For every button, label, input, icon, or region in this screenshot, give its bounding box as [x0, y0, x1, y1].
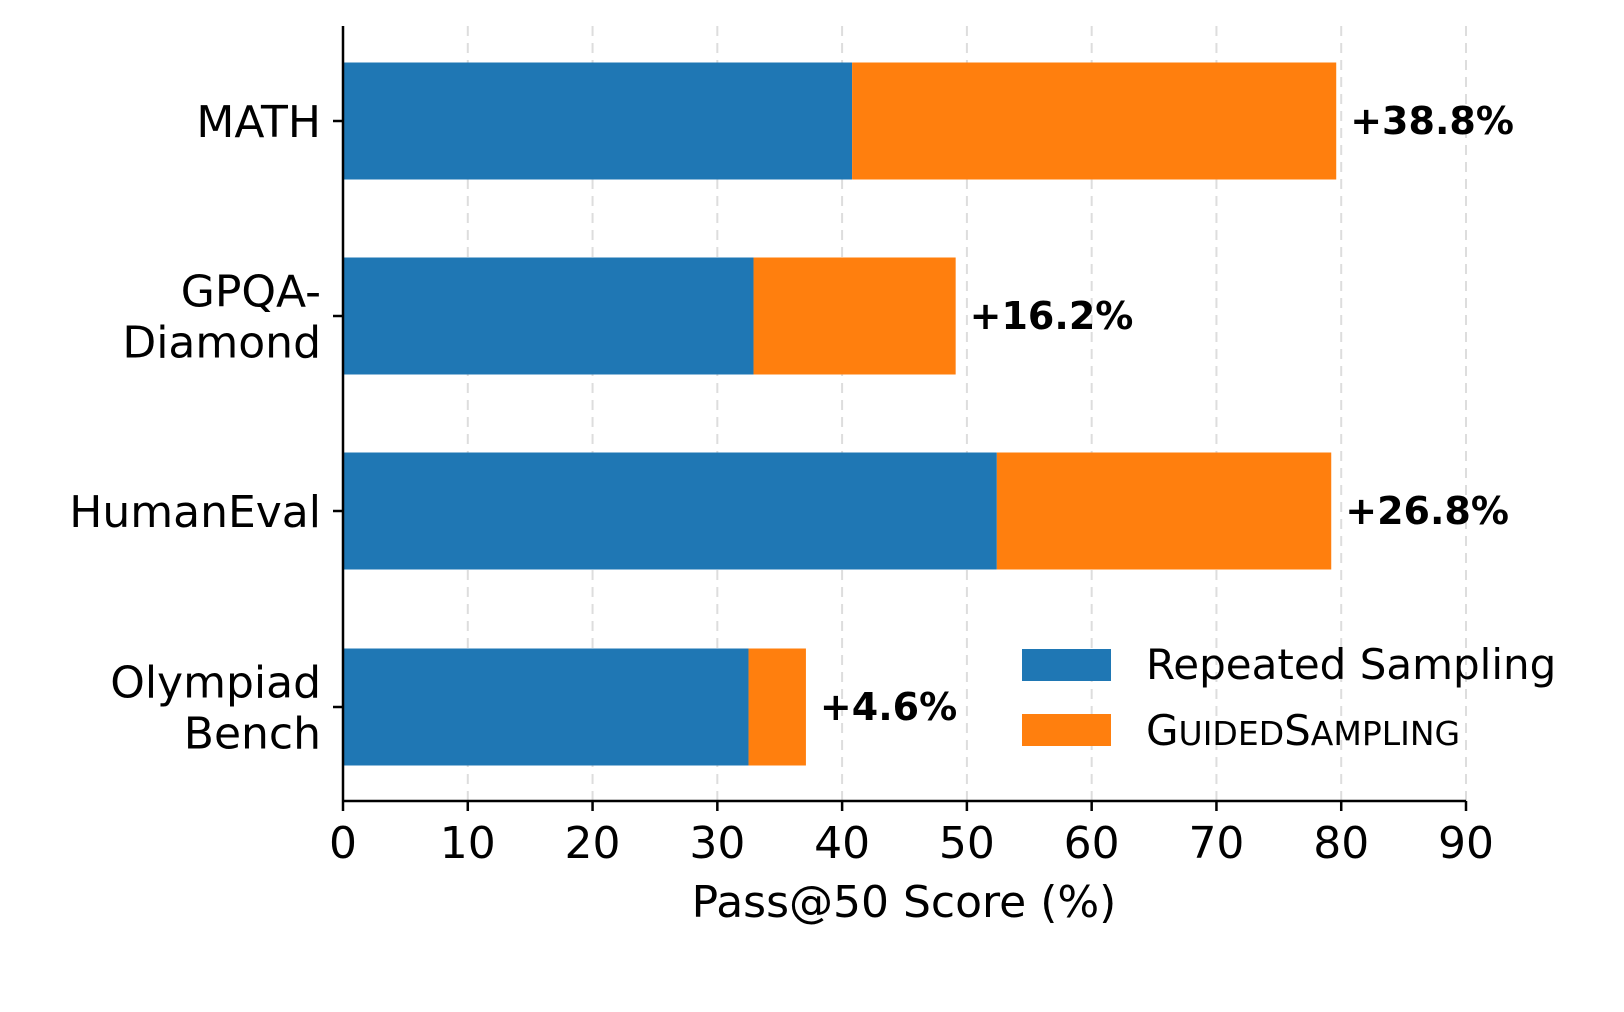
x-tick-label-50: 50 [939, 818, 995, 869]
increase-label-humaneval: +26.8% [1345, 489, 1509, 533]
increase-label-olympiad-bench: +4.6% [820, 685, 957, 729]
bar-guidedsampling-math [852, 62, 1337, 180]
bar-guidedsampling-olympiad-bench [748, 648, 806, 766]
bar-repeated-sampling-humaneval [343, 452, 997, 570]
x-tick-label-0: 0 [329, 818, 357, 869]
x-tick-label-80: 80 [1313, 818, 1369, 869]
x-tick-label-70: 70 [1188, 818, 1244, 869]
x-tick-label-20: 20 [565, 818, 621, 869]
category-label-gpqa-diamond-line-2: Diamond [122, 318, 321, 369]
x-tick-label-90: 90 [1438, 818, 1494, 869]
x-tick-label-30: 30 [689, 818, 745, 869]
bar-guidedsampling-gpqa-diamond [753, 257, 956, 375]
legend-swatch-guided-sampling [1022, 714, 1111, 746]
legend: Repeated Sampling GUIDEDSAMPLING [1022, 640, 1556, 755]
category-label-olympiad-bench-line-2: Bench [184, 709, 321, 760]
x-axis-label: Pass@50 Score (%) [692, 877, 1117, 928]
category-label-math: MATH [196, 97, 321, 148]
category-label-gpqa-diamond-line-1: GPQA- [181, 267, 321, 318]
labels: 0 10 20 30 40 50 60 70 80 90 +38.8% MATH +16.2% GPQA-… [69, 97, 1514, 869]
axes [333, 26, 1468, 811]
bar-repeated-sampling-math [343, 62, 853, 180]
legend-swatch-repeated-sampling [1022, 649, 1111, 681]
bar-repeated-sampling-gpqa-diamond [343, 257, 754, 375]
bar-repeated-sampling-olympiad-bench [343, 648, 749, 766]
x-tick-label-60: 60 [1064, 818, 1120, 869]
legend-label-guided-sampling: GUIDEDSAMPLING [1146, 706, 1460, 755]
bar-guidedsampling-humaneval [996, 452, 1332, 570]
increase-label-math: +38.8% [1350, 99, 1514, 143]
legend-label-repeated-sampling: Repeated Sampling [1146, 640, 1556, 689]
category-label-humaneval: HumanEval [69, 487, 321, 538]
category-label-olympiad-bench-line-1: Olympiad [110, 658, 321, 709]
x-tick-label-40: 40 [814, 818, 870, 869]
increase-label-gpqa-diamond: +16.2% [970, 294, 1134, 338]
bars [343, 62, 1337, 766]
x-tick-label-10: 10 [440, 818, 496, 869]
